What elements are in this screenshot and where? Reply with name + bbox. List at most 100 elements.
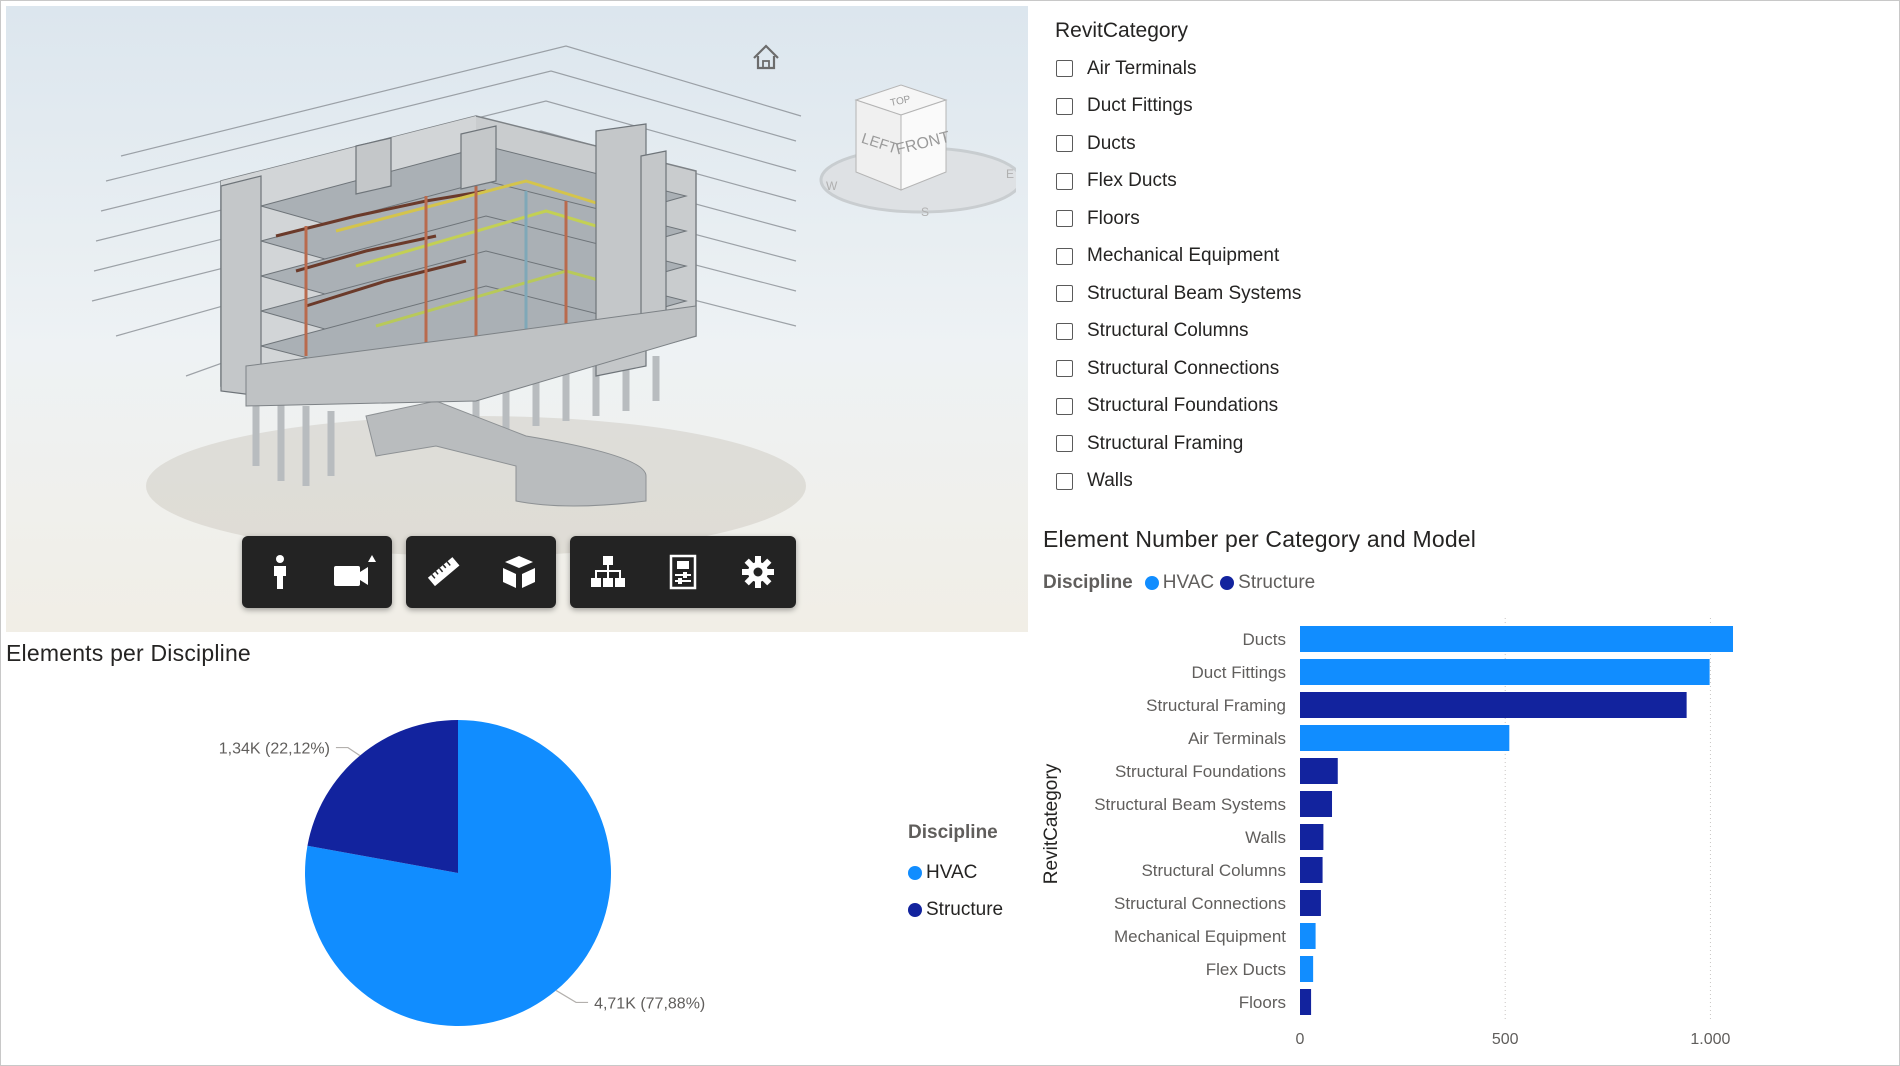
pie-chart[interactable]: 4,71K (77,88%) 1,34K (22,12%) (0, 646, 900, 1066)
hierarchy-icon (590, 556, 625, 587)
tools-toolbar-group (406, 536, 556, 608)
slicer-item-floors[interactable]: Floors (1048, 200, 1548, 238)
pie-legend-label: Structure (926, 898, 1004, 920)
bar-structural-beam-systems[interactable] (1300, 791, 1333, 817)
bar-x-tick-label: 1.000 (1690, 1031, 1730, 1048)
slicer-checkbox[interactable] (1056, 322, 1073, 340)
slicer-checkbox[interactable] (1056, 285, 1073, 303)
view-cube[interactable]: TOP LEFT FRONT W S E (796, 80, 1023, 230)
bar-duct-fittings[interactable] (1300, 659, 1710, 685)
bar-structural-foundations[interactable] (1300, 758, 1338, 784)
pie-legend-item-hvac[interactable]: HVAC (908, 854, 1003, 891)
bar-legend-title: Discipline (1043, 572, 1133, 593)
home-view-button[interactable] (746, 36, 786, 76)
pie-leader-line (335, 746, 361, 757)
bar-structural-framing[interactable] (1300, 692, 1687, 718)
slicer-item-label: Structural Columns (1087, 320, 1249, 342)
slicer-item-label: Duct Fittings (1087, 95, 1193, 117)
bar-structural-connections[interactable] (1300, 890, 1321, 916)
pie-legend: Discipline HVAC Structure (908, 822, 1003, 928)
model-viewer[interactable]: TOP LEFT FRONT W S E (6, 6, 1028, 632)
home-icon (753, 44, 779, 70)
walk-tool-button[interactable] (251, 543, 309, 601)
slicer-item-structural-beam-systems[interactable]: Structural Beam Systems (1048, 275, 1548, 313)
hvac-legend-dot (908, 865, 922, 880)
bar-air-terminals[interactable] (1300, 725, 1510, 751)
bar-chart[interactable]: 0 500 1.000 RevitCategory Ducts Duct Fittings… (1030, 596, 1890, 1066)
slicer-item-structural-framing[interactable]: Structural Framing (1048, 425, 1548, 463)
bar-category-label: Floors (1239, 993, 1286, 1012)
bar-flex-ducts[interactable] (1300, 956, 1314, 982)
bar-category-label: Air Terminals (1188, 729, 1286, 748)
model-browser-button[interactable] (579, 543, 637, 601)
measure-tool-button[interactable] (415, 543, 473, 601)
slicer-item-air-terminals[interactable]: Air Terminals (1048, 50, 1548, 88)
slicer-item-duct-fittings[interactable]: Duct Fittings (1048, 88, 1548, 126)
bar-x-tick-label: 500 (1492, 1031, 1519, 1048)
bar-category-label: Structural Foundations (1115, 762, 1286, 781)
slicer-checkbox[interactable] (1056, 97, 1073, 115)
explode-tool-button[interactable] (490, 543, 548, 601)
cube-top-label: TOP (889, 94, 912, 109)
bar-category-label: Flex Ducts (1206, 960, 1286, 979)
slicer-checkbox[interactable] (1056, 135, 1073, 153)
structure-legend-dot (1220, 576, 1235, 590)
slicer-title: RevitCategory (1055, 19, 1189, 42)
settings-button[interactable] (729, 543, 787, 601)
slicer-item-label: Walls (1087, 470, 1133, 492)
slicer-item-label: Air Terminals (1087, 57, 1197, 79)
slicer-checkbox[interactable] (1056, 210, 1073, 228)
slicer-item-flex-ducts[interactable]: Flex Ducts (1048, 163, 1548, 201)
slicer-checkbox[interactable] (1056, 60, 1073, 78)
bar-legend-item-structure[interactable]: Structure (1220, 572, 1315, 594)
cube-explode-icon (502, 556, 535, 588)
slicer-item-ducts[interactable]: Ducts (1048, 125, 1548, 163)
bar-legend-label: HVAC (1162, 572, 1215, 593)
bar-mechanical-equipment[interactable] (1300, 923, 1316, 949)
camera-tool-button[interactable] (326, 543, 384, 601)
hvac-legend-dot (1144, 576, 1159, 590)
compass-west: W (826, 179, 838, 193)
slicer-checkbox[interactable] (1056, 360, 1073, 378)
compass-south: S (921, 205, 929, 219)
bar-legend-item-hvac[interactable]: HVAC (1144, 572, 1215, 594)
properties-button[interactable] (654, 543, 712, 601)
slicer-list: Air Terminals Duct Fittings Ducts Flex Duct… (1048, 50, 1548, 500)
slicer-checkbox[interactable] (1056, 172, 1073, 190)
bar-category-label: Duct Fittings (1192, 663, 1286, 682)
bar-walls[interactable] (1300, 824, 1324, 850)
person-icon (273, 555, 286, 589)
bar-x-tick-label: 0 (1296, 1031, 1305, 1048)
slicer-item-label: Structural Connections (1087, 357, 1280, 379)
bar-structural-columns[interactable] (1300, 857, 1323, 883)
slicer-checkbox[interactable] (1056, 472, 1073, 490)
slicer-item-structural-connections[interactable]: Structural Connections (1048, 350, 1548, 388)
slicer-checkbox[interactable] (1056, 397, 1073, 415)
bar-ducts[interactable] (1300, 626, 1734, 652)
bar-floors[interactable] (1300, 989, 1312, 1015)
slicer-item-mechanical-equipment[interactable]: Mechanical Equipment (1048, 238, 1548, 276)
pie-data-label-hvac: 4,71K (77,88%) (594, 995, 705, 1012)
slicer-item-label: Mechanical Equipment (1087, 245, 1280, 267)
bar-category-label: Structural Beam Systems (1094, 795, 1286, 814)
slicer-item-structural-columns[interactable]: Structural Columns (1048, 313, 1548, 351)
slicer-item-label: Structural Beam Systems (1087, 282, 1302, 304)
slicer-item-label: Structural Framing (1087, 432, 1244, 454)
slicer-checkbox[interactable] (1056, 247, 1073, 265)
building-model-3d[interactable] (6, 6, 1028, 632)
cube-front-face[interactable] (900, 99, 947, 191)
bar-category-label: Walls (1245, 828, 1286, 847)
bar-y-axis-label: RevitCategory (1041, 763, 1062, 884)
slicer-item-label: Flex Ducts (1087, 170, 1177, 192)
slicer-checkbox[interactable] (1056, 435, 1073, 453)
pie-legend-item-structure[interactable]: Structure (908, 891, 1003, 928)
model-toolbar-group (570, 536, 796, 608)
slicer-item-walls[interactable]: Walls (1048, 463, 1548, 501)
bar-category-label: Ducts (1243, 630, 1286, 649)
pie-leader-line (555, 989, 589, 1004)
pie-slice-structure[interactable] (307, 720, 458, 873)
navigation-toolbar-group (242, 536, 392, 608)
pie-slice-hvac[interactable] (305, 720, 612, 1026)
slicer-item-structural-foundations[interactable]: Structural Foundations (1048, 388, 1548, 426)
slicer-item-label: Floors (1087, 207, 1140, 229)
